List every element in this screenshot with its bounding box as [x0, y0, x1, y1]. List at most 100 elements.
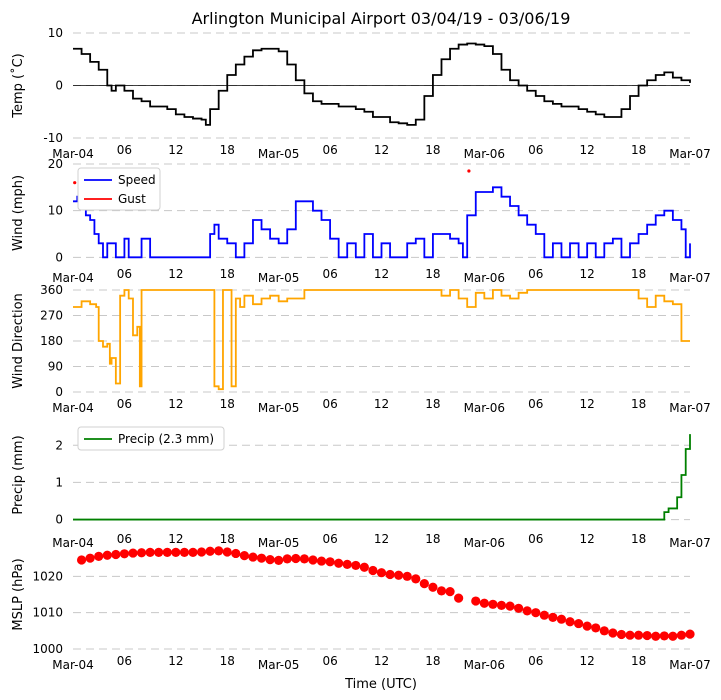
dir-xtick-label: 06	[528, 397, 543, 411]
wind-series-gust-point	[73, 181, 77, 185]
mslp-series-mslp-point	[85, 553, 95, 563]
mslp-series-mslp-point	[445, 586, 455, 597]
mslp-series-mslp-point	[316, 556, 327, 566]
mslp-series-mslp-point	[274, 555, 284, 565]
mslp-series-mslp-point	[308, 555, 318, 565]
chart-title: Arlington Municipal Airport 03/04/19 - 0…	[192, 9, 571, 28]
mslp-series-mslp-point	[548, 612, 558, 622]
mslp-xtick-label: 18	[220, 654, 235, 668]
mslp-series-mslp-point	[342, 559, 352, 569]
mslp-series-mslp-point	[188, 547, 198, 557]
mslp-series-mslp-point	[128, 548, 138, 558]
dir-xtick-label: 12	[580, 397, 595, 411]
precip-legend-box	[77, 426, 225, 451]
temp-xtick-label: Mar-07	[669, 147, 710, 161]
dir-xtick-label: 18	[425, 397, 440, 411]
mslp-series-mslp-point	[385, 569, 395, 580]
mslp-xtick-label: Mar-05	[258, 658, 299, 672]
precip-xtick-label: Mar-05	[258, 536, 299, 550]
wind-xtick-label: 12	[374, 267, 389, 281]
dir-xtick-label: Mar-04	[52, 401, 93, 415]
mslp-series-mslp-point	[368, 565, 378, 576]
mslp-series-mslp-point	[419, 579, 429, 589]
temp-ytick-label: -10	[43, 131, 63, 145]
precip-ytick-label: 2	[55, 438, 63, 452]
mslp-series-mslp-point	[162, 547, 172, 557]
wind-xtick-label: 18	[425, 267, 440, 281]
mslp-series-mslp-point	[102, 550, 112, 560]
dir-series-direction-line	[73, 289, 690, 391]
mslp-xtick-label: Mar-07	[669, 658, 710, 672]
temp-series-temp-line	[73, 42, 691, 126]
precip-xtick-label: Mar-04	[52, 536, 93, 550]
mslp-series-mslp-point	[291, 553, 301, 564]
mslp-series-mslp-point	[222, 547, 232, 557]
mslp-xtick-label: 12	[168, 654, 183, 668]
mslp-series-mslp-point	[436, 586, 447, 596]
mslp-xtick-label: 06	[528, 654, 543, 668]
temp-xtick-label: Mar-04	[52, 147, 93, 161]
mslp-series-mslp-point	[556, 614, 567, 624]
wind-xtick-label: Mar-07	[669, 271, 710, 285]
wind-xtick-label: 06	[322, 267, 337, 281]
dir-ytick-label: 180	[40, 334, 63, 348]
dir-ytick-label: 360	[40, 283, 63, 297]
mslp-series-mslp-point	[394, 570, 404, 580]
wind-series-speed-line	[73, 186, 691, 259]
mslp-series-mslp-point	[616, 629, 627, 640]
mslp-series-mslp-point	[454, 593, 464, 603]
temp-xtick-label: 06	[117, 143, 132, 157]
mslp-xtick-label: Mar-04	[52, 658, 93, 672]
precip-xtick-label: 18	[631, 532, 646, 546]
temp-xtick-label: 06	[528, 143, 543, 157]
dir-xtick-label: 06	[117, 397, 132, 411]
mslp-series-mslp-point	[488, 599, 498, 609]
precip-xtick-label: 18	[425, 532, 440, 546]
dir-xtick-label: 18	[220, 397, 235, 411]
dir-ytick-label: 90	[48, 360, 63, 374]
temp-xtick-label: 18	[425, 143, 440, 157]
mslp-series-mslp-point	[359, 562, 369, 572]
wind-ytick-label: 10	[48, 204, 63, 218]
wind-xtick-label: 06	[528, 267, 543, 281]
mslp-series-mslp-point	[659, 631, 669, 641]
mslp-series-mslp-point	[256, 553, 267, 563]
mslp-series-mslp-point	[573, 618, 584, 629]
dir-xtick-label: Mar-07	[669, 401, 710, 415]
precip-series-precip-2-3-mm-line	[73, 434, 691, 521]
mslp-series-mslp-point	[676, 630, 687, 640]
panel-dir: 0 90 180 270 360 Mar-04 06 12 18 Mar-05 06 12 18 Mar-…	[11, 283, 711, 415]
precip-xtick-label: Mar-06	[464, 536, 505, 550]
x-axis-label: Time (UTC)	[344, 677, 417, 692]
temp-xtick-label: 12	[168, 143, 183, 157]
precip-xtick-label: 06	[117, 532, 132, 546]
mslp-series-mslp-point	[402, 571, 412, 581]
mslp-series-mslp-point	[522, 606, 532, 616]
mslp-series-mslp-point	[299, 554, 309, 564]
mslp-series-mslp-point	[94, 551, 104, 561]
temp-xtick-label: 18	[220, 143, 235, 157]
temp-ytick-label: 0	[55, 79, 63, 93]
dir-xtick-label: 06	[322, 397, 337, 411]
mslp-xtick-label: 12	[580, 654, 595, 668]
temp-xtick-label: Mar-06	[464, 147, 505, 161]
dir-y-axis-label: Wind Direction	[11, 293, 26, 389]
mslp-series-mslp-point	[625, 630, 635, 640]
mslp-series-mslp-point	[231, 548, 241, 559]
mslp-series-mslp-point	[325, 557, 335, 567]
mslp-series-mslp-point	[119, 549, 130, 559]
mslp-series-mslp-point	[591, 623, 601, 633]
precip-ytick-label: 1	[55, 475, 63, 489]
mslp-xtick-label: 06	[322, 654, 337, 668]
panel-mslp: 1000 1010 1020 Mar-04 06 12 18 Mar-05 06 12 18 Mar-…	[11, 546, 711, 672]
precip-ytick-label: 0	[55, 513, 63, 527]
mslp-series-mslp-point	[668, 631, 678, 641]
precip-xtick-label: 12	[168, 532, 183, 546]
wind-series-gust-point	[467, 169, 471, 173]
wind-xtick-label: Mar-04	[52, 271, 93, 285]
dir-xtick-label: 12	[168, 397, 183, 411]
temp-xtick-label: 06	[322, 143, 337, 157]
wind-xtick-label: 12	[168, 267, 183, 281]
